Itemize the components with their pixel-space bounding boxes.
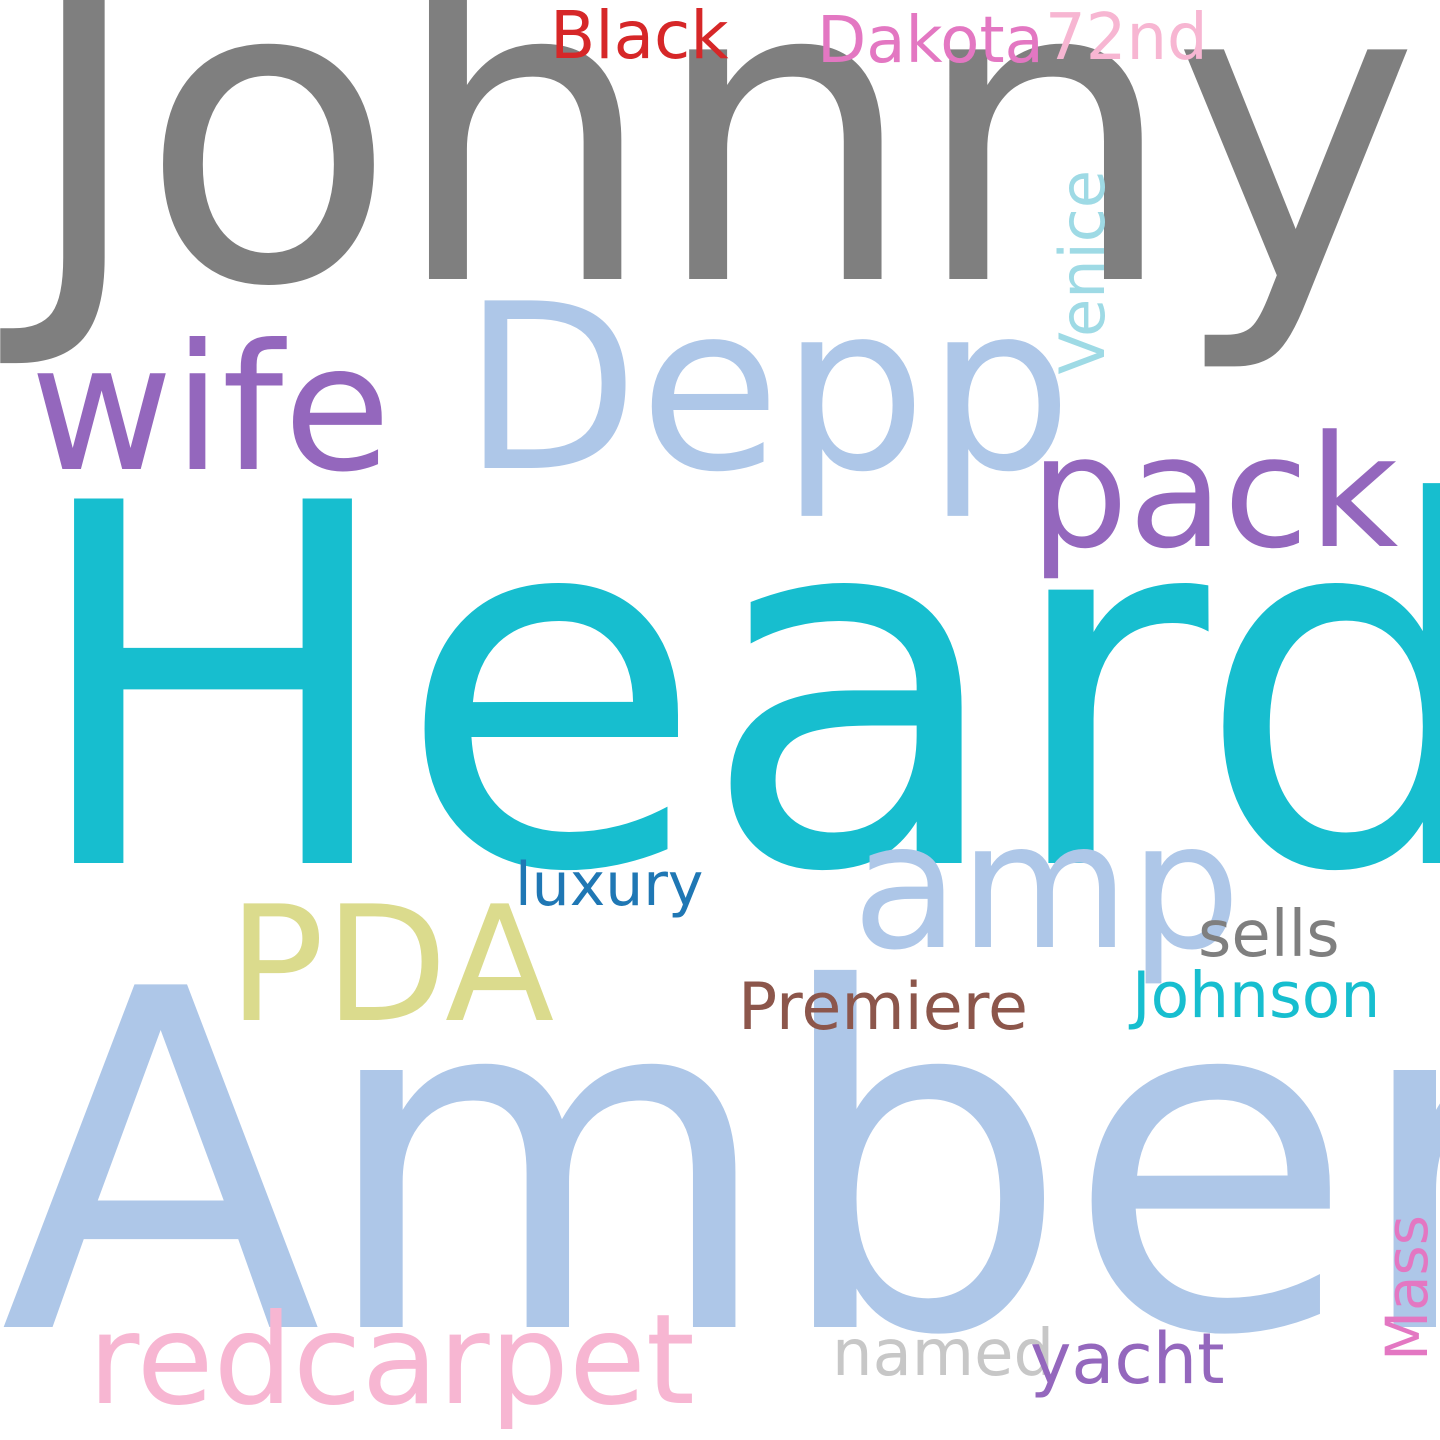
word-premiere: Premiere — [738, 970, 1028, 1045]
word-wife: wife — [30, 308, 392, 511]
word-pda: PDA — [228, 871, 555, 1058]
word-heard: Heard — [25, 399, 1440, 981]
word-amber: Amber — [0, 891, 1440, 1438]
word-named: named — [832, 1317, 1055, 1391]
word-johnson: Johnson — [1132, 959, 1381, 1032]
word-redcarpet: redcarpet — [88, 1288, 695, 1433]
word-mass: Mass — [1373, 1215, 1440, 1362]
word-depp: Depp — [462, 256, 1073, 523]
word-johnny: Johnny — [22, 0, 1420, 379]
word-yacht: yacht — [1030, 1318, 1225, 1400]
word-72nd: 72nd — [1045, 1, 1208, 75]
word-sells: sells — [1198, 898, 1340, 972]
word-pack: pack — [1030, 402, 1399, 583]
word-dakota: Dakota — [817, 4, 1044, 78]
word-amp: amp — [852, 786, 1241, 989]
word-venice: Venice — [1046, 170, 1119, 375]
word-black: Black — [550, 0, 729, 74]
word-luxury: luxury — [515, 850, 704, 920]
